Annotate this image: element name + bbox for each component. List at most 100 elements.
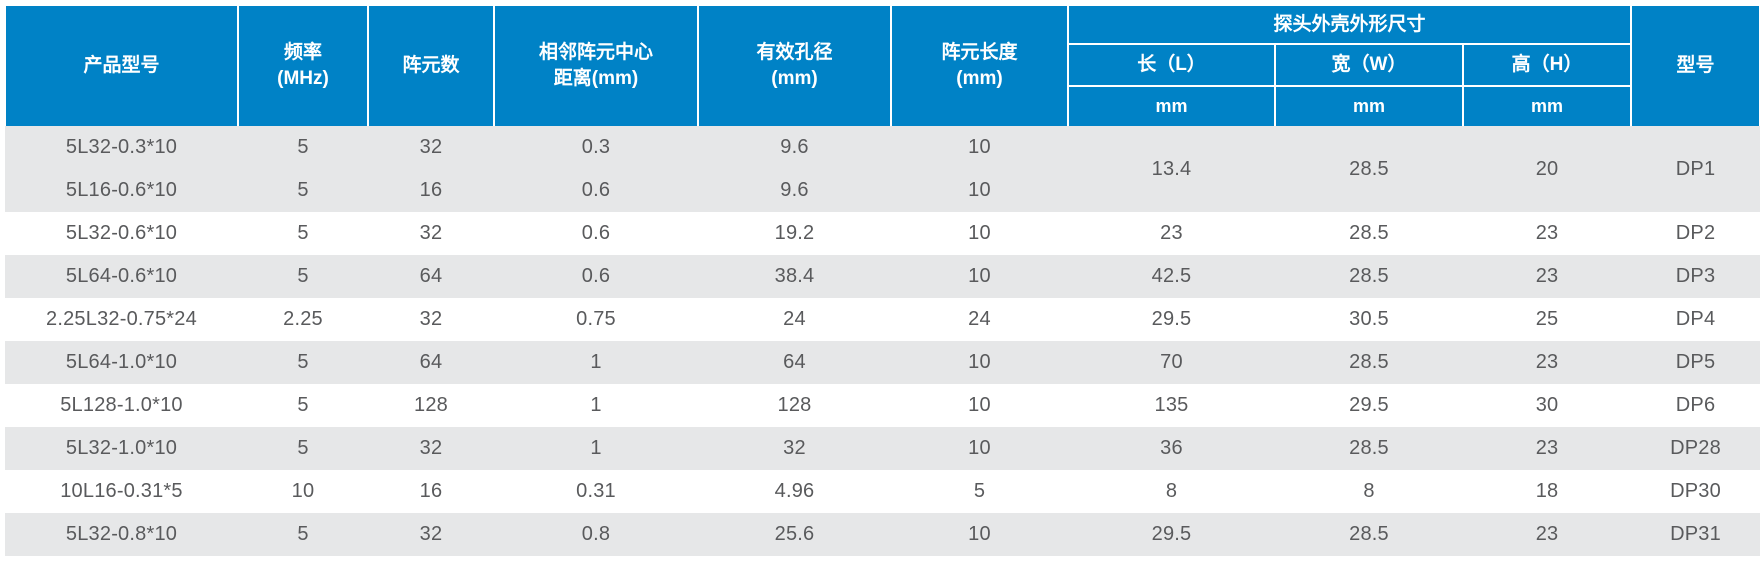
cell-element-length: 10	[891, 341, 1068, 384]
cell-element-length: 10	[891, 126, 1068, 169]
cell-product-model: 5L32-0.6*10	[5, 212, 238, 255]
cell-element-count: 32	[368, 427, 494, 470]
cell-frequency: 5	[238, 126, 368, 169]
cell-height-h: 23	[1463, 427, 1632, 470]
header-row-1: 产品型号 频率 (MHz) 阵元数 相邻阵元中心 距离(mm) 有效孔径 (mm…	[4, 4, 1762, 126]
cell-aperture: 32	[698, 427, 891, 470]
cell-width-w: 28.5	[1275, 341, 1463, 384]
cell-case-code: DP4	[1631, 298, 1761, 341]
table-row: 5L64-1.0*10 5 64 1 64 10 70 28.5 23 DP5	[5, 341, 1761, 384]
col-header-element-length: 阵元长度 (mm)	[890, 4, 1069, 126]
cell-element-length: 10	[891, 255, 1068, 298]
cell-element-pitch: 1	[494, 427, 698, 470]
cell-case-code: DP5	[1631, 341, 1761, 384]
cell-frequency: 10	[238, 470, 368, 513]
cell-width-w: 28.5	[1275, 255, 1463, 298]
cell-case-code: DP2	[1631, 212, 1761, 255]
cell-length-l: 8	[1068, 470, 1275, 513]
cell-element-count: 32	[368, 126, 494, 169]
cell-product-model: 5L64-1.0*10	[5, 341, 238, 384]
cell-aperture: 25.6	[698, 513, 891, 556]
cell-case-code: DP30	[1631, 470, 1761, 513]
cell-height-h: 23	[1463, 513, 1632, 556]
probe-spec-table: 产品型号 频率 (MHz) 阵元数 相邻阵元中心 距离(mm) 有效孔径 (mm…	[4, 4, 1762, 556]
cell-aperture: 4.96	[698, 470, 891, 513]
cell-case-code: DP28	[1631, 427, 1761, 470]
cell-case-code-merged: DP1	[1631, 126, 1761, 212]
sub-header-height-h: 高（H）	[1461, 43, 1633, 86]
cell-element-count: 32	[368, 212, 494, 255]
cell-aperture: 19.2	[698, 212, 891, 255]
cell-frequency: 5	[238, 427, 368, 470]
cell-height-h: 23	[1463, 341, 1632, 384]
header-row-2: 长（L） 宽（W） 高（H）	[5, 43, 1760, 86]
cell-element-pitch: 0.8	[494, 513, 698, 556]
table-row: 2.25L32-0.75*24 2.25 32 0.75 24 24 29.5 …	[5, 298, 1761, 341]
cell-height-h: 23	[1463, 255, 1632, 298]
cell-width-w-merged: 28.5	[1275, 126, 1463, 212]
cell-frequency: 5	[238, 341, 368, 384]
cell-product-model: 5L64-0.6*10	[5, 255, 238, 298]
cell-length-l: 23	[1068, 212, 1275, 255]
header-row-3: mm mm mm	[5, 85, 1760, 126]
cell-length-l: 29.5	[1068, 513, 1275, 556]
cell-width-w: 29.5	[1275, 384, 1463, 427]
col-header-product-model: 产品型号	[4, 4, 239, 126]
cell-element-length: 10	[891, 169, 1068, 212]
cell-width-w: 28.5	[1275, 427, 1463, 470]
table-row: 5L64-0.6*10 5 64 0.6 38.4 10 42.5 28.5 2…	[5, 255, 1761, 298]
cell-product-model: 5L32-0.3*10	[5, 126, 238, 169]
table-header: 产品型号 频率 (MHz) 阵元数 相邻阵元中心 距离(mm) 有效孔径 (mm…	[4, 4, 1762, 126]
cell-product-model: 5L128-1.0*10	[5, 384, 238, 427]
cell-element-pitch: 0.6	[494, 212, 698, 255]
cell-aperture: 9.6	[698, 169, 891, 212]
table-row: 5L32-0.6*10 5 32 0.6 19.2 10 23 28.5 23 …	[5, 212, 1761, 255]
cell-height-h: 18	[1463, 470, 1632, 513]
table-body: 5L32-0.3*10 5 32 0.3 9.6 10 13.4 28.5 20…	[5, 126, 1761, 556]
cell-element-length: 10	[891, 427, 1068, 470]
cell-aperture: 128	[698, 384, 891, 427]
cell-length-l: 29.5	[1068, 298, 1275, 341]
cell-element-length: 5	[891, 470, 1068, 513]
cell-element-length: 24	[891, 298, 1068, 341]
cell-aperture: 24	[698, 298, 891, 341]
cell-width-w: 28.5	[1275, 513, 1463, 556]
cell-product-model: 2.25L32-0.75*24	[5, 298, 238, 341]
unit-header-l-mm: mm	[1067, 85, 1276, 126]
cell-element-pitch: 0.3	[494, 126, 698, 169]
cell-product-model: 5L32-0.8*10	[5, 513, 238, 556]
table-row: 5L32-1.0*10 5 32 1 32 10 36 28.5 23 DP28	[5, 427, 1761, 470]
sub-header-length-l: 长（L）	[1067, 43, 1276, 86]
table-row: 5L128-1.0*10 5 128 1 128 10 135 29.5 30 …	[5, 384, 1761, 427]
col-header-aperture: 有效孔径 (mm)	[697, 4, 892, 126]
unit-header-h-mm: mm	[1461, 85, 1633, 126]
cell-aperture: 64	[698, 341, 891, 384]
cell-width-w: 30.5	[1275, 298, 1463, 341]
cell-case-code: DP31	[1631, 513, 1761, 556]
cell-element-count: 128	[368, 384, 494, 427]
cell-element-pitch: 0.6	[494, 169, 698, 212]
cell-element-pitch: 0.31	[494, 470, 698, 513]
cell-product-model: 10L16-0.31*5	[5, 470, 238, 513]
cell-element-count: 16	[368, 470, 494, 513]
cell-length-l: 42.5	[1068, 255, 1275, 298]
cell-element-count: 64	[368, 341, 494, 384]
cell-aperture: 38.4	[698, 255, 891, 298]
cell-element-length: 10	[891, 513, 1068, 556]
cell-frequency: 5	[238, 212, 368, 255]
cell-width-w: 28.5	[1275, 212, 1463, 255]
cell-element-count: 32	[368, 513, 494, 556]
group-header-housing-dimensions: 探头外壳外形尺寸	[1066, 4, 1633, 44]
cell-height-h: 25	[1463, 298, 1632, 341]
col-header-case-code: 型号	[1630, 4, 1762, 126]
cell-element-count: 16	[368, 169, 494, 212]
cell-element-pitch: 1	[494, 384, 698, 427]
cell-element-length: 10	[891, 212, 1068, 255]
cell-product-model: 5L32-1.0*10	[5, 427, 238, 470]
cell-element-length: 10	[891, 384, 1068, 427]
table-row: 5L32-0.8*10 5 32 0.8 25.6 10 29.5 28.5 2…	[5, 513, 1761, 556]
table-row: 10L16-0.31*5 10 16 0.31 4.96 5 8 8 18 DP…	[5, 470, 1761, 513]
cell-length-l-merged: 13.4	[1068, 126, 1275, 212]
cell-length-l: 70	[1068, 341, 1275, 384]
